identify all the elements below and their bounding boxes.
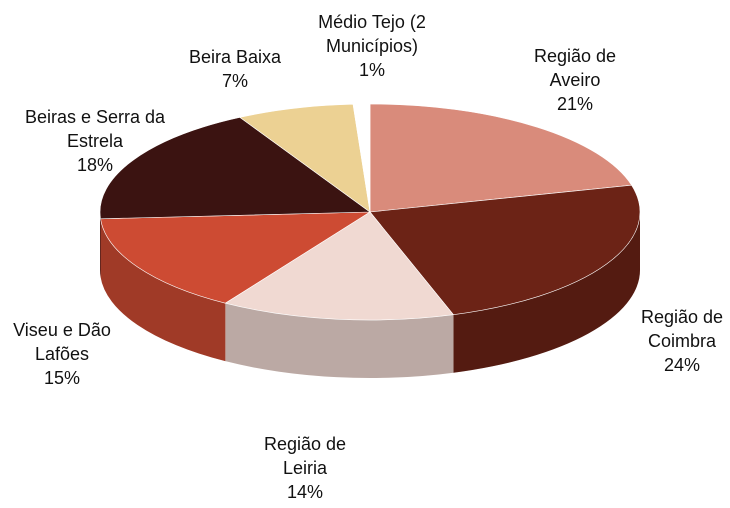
category-name: Região de Aveiro: [533, 46, 617, 90]
value-label: 21%: [556, 94, 594, 114]
value-label: 24%: [663, 355, 701, 375]
slice: [99, 117, 371, 220]
category-name: Região de Coimbra: [640, 307, 724, 351]
category-name: Beiras e Serra da Estrela: [24, 107, 166, 151]
slice-label: Região de Aveiro 21%: [520, 44, 630, 116]
value-label: 15%: [43, 368, 81, 388]
slice-side-shade: [100, 212, 101, 277]
value-label: 14%: [286, 482, 324, 502]
slice: [369, 103, 633, 213]
value-label: 7%: [221, 71, 248, 91]
slice-label: Viseu e Dão Lafões 15%: [2, 318, 122, 390]
slice: [239, 103, 371, 213]
slice-side-shade: [225, 303, 454, 378]
category-name: Médio Tejo (2 Municípios): [318, 12, 426, 56]
slice-label: Região de Coimbra 24%: [632, 305, 730, 377]
slice: [369, 184, 641, 316]
value-label: 18%: [76, 155, 114, 175]
value-label: 1%: [358, 60, 385, 80]
category-name: Região de Leiria: [263, 434, 347, 478]
slice-label: Beiras e Serra da Estrela 18%: [10, 105, 180, 177]
category-name: Viseu e Dão Lafões: [13, 320, 111, 364]
slice-side: [100, 212, 101, 277]
slice-side: [453, 212, 640, 373]
slice: [224, 211, 455, 321]
slice-side: [100, 218, 226, 362]
slice-side-shade: [100, 218, 226, 362]
slice-label: Região de Leiria 14%: [255, 432, 355, 504]
category-name: Beira Baixa: [188, 47, 282, 67]
slice: [352, 103, 371, 213]
slice-label: Beira Baixa 7%: [180, 45, 290, 93]
slice-label: Médio Tejo (2 Municípios) 1%: [302, 10, 442, 82]
slice-side: [225, 303, 454, 378]
slice: [100, 211, 372, 304]
slice-side-shade: [453, 212, 640, 373]
